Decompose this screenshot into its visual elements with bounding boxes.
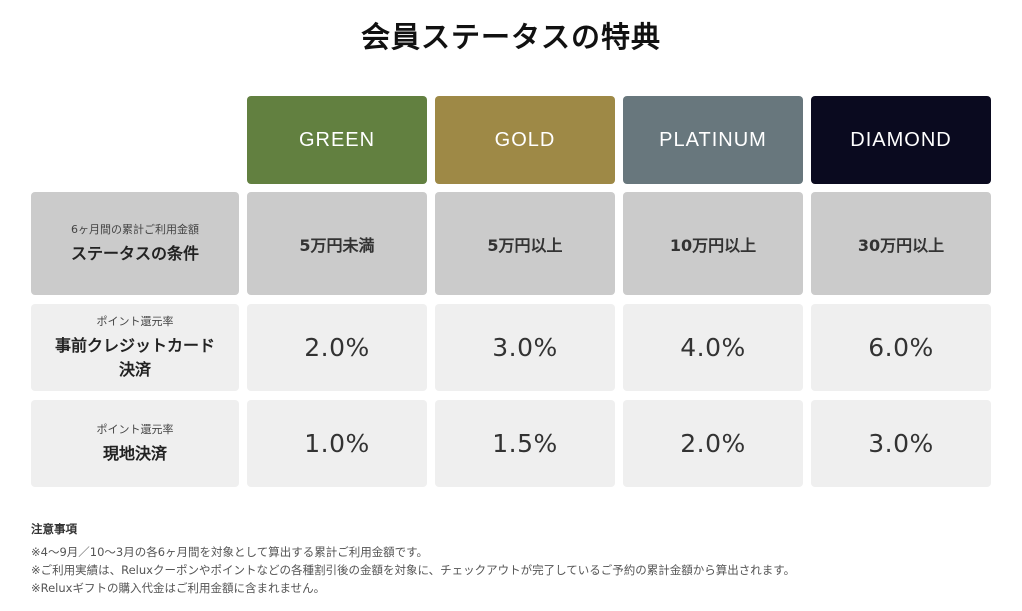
cell-onsite-rate-gold: 1.5% bbox=[435, 400, 615, 487]
tier-header-platinum: PLATINUM bbox=[623, 96, 803, 184]
row-label-main-line2: 決済 bbox=[118, 360, 151, 379]
row-label-sub: 6ヶ月間の累計ご利用金額 bbox=[71, 223, 199, 236]
cell-condition-platinum: 10万円以上 bbox=[623, 192, 803, 295]
cell-onsite-rate-diamond: 3.0% bbox=[811, 400, 991, 487]
tier-header-green: GREEN bbox=[247, 96, 427, 184]
row-label-sub: ポイント還元率 bbox=[96, 315, 174, 328]
cell-condition-gold: 5万円以上 bbox=[435, 192, 615, 295]
row-label-sub: ポイント還元率 bbox=[96, 423, 174, 436]
cell-prepaid-rate-platinum: 4.0% bbox=[623, 304, 803, 391]
page-title: 会員ステータスの特典 bbox=[360, 20, 661, 54]
cell-onsite-rate-green: 1.0% bbox=[247, 400, 427, 487]
cell-prepaid-rate-diamond: 6.0% bbox=[811, 304, 991, 391]
notes-section: 注意事項 ※4〜9月／10〜3月の各6ヶ月間を対象として算出する累計ご利用金額で… bbox=[31, 520, 991, 597]
row-label-prepaid-card-rate: ポイント還元率 事前クレジットカード 決済 bbox=[31, 304, 239, 391]
cell-condition-diamond: 30万円以上 bbox=[811, 192, 991, 295]
notes-title: 注意事項 bbox=[31, 522, 77, 536]
row-label-main: 現地決済 bbox=[102, 444, 167, 463]
row-label-status-condition: 6ヶ月間の累計ご利用金額 ステータスの条件 bbox=[31, 192, 239, 295]
note-item: ※ご利用実績は、Reluxクーポンやポイントなどの各種割引後の金額を対象に、チェ… bbox=[31, 563, 796, 577]
row-label-main-line1: 事前クレジットカード bbox=[54, 336, 215, 355]
note-item: ※4〜9月／10〜3月の各6ヶ月間を対象として算出する累計ご利用金額です。 bbox=[31, 545, 429, 559]
row-label-onsite-rate: ポイント還元率 現地決済 bbox=[31, 400, 239, 487]
cell-prepaid-rate-green: 2.0% bbox=[247, 304, 427, 391]
cell-onsite-rate-platinum: 2.0% bbox=[623, 400, 803, 487]
row-label-main: ステータスの条件 bbox=[70, 244, 199, 263]
tier-header-diamond: DIAMOND bbox=[811, 96, 991, 184]
tier-header-gold: GOLD bbox=[435, 96, 615, 184]
note-item: ※Reluxギフトの購入代金はご利用金額に含まれません。 bbox=[31, 581, 326, 595]
cell-condition-green: 5万円未満 bbox=[247, 192, 427, 295]
cell-prepaid-rate-gold: 3.0% bbox=[435, 304, 615, 391]
